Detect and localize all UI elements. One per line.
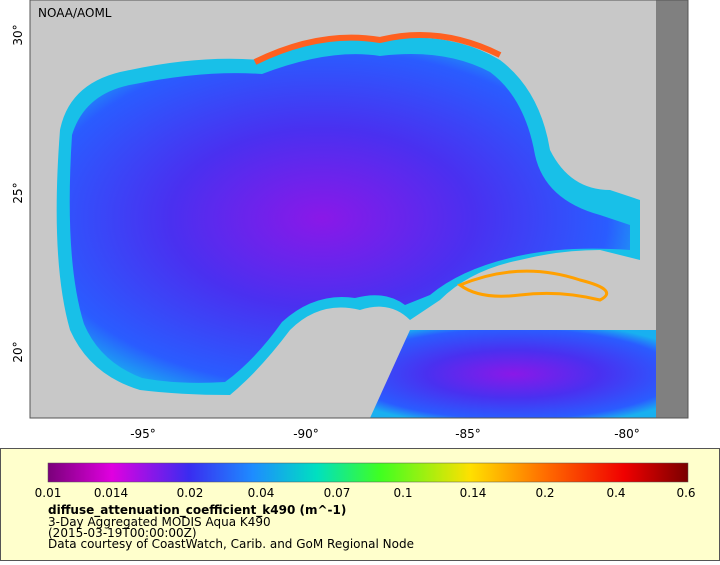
map: NOAA/AOML <box>29 0 689 419</box>
lon-label: -95° <box>130 427 156 441</box>
lat-label: 20° <box>11 341 25 362</box>
colorbar-tick: 0.014 <box>94 486 128 500</box>
lat-label: 25° <box>11 182 25 203</box>
colorbar-tick: 0.01 <box>35 486 62 500</box>
colorbar <box>47 462 689 483</box>
credit: NOAA/AOML <box>38 6 112 20</box>
colorbar-tick: 0.07 <box>324 486 351 500</box>
lon-label: -90° <box>293 427 319 441</box>
date: (2015-03-19T00:00:00Z) <box>48 526 197 540</box>
colorbar-tick: 0.4 <box>606 486 625 500</box>
gulf <box>69 54 630 383</box>
colorbar-tick: 0.1 <box>393 486 412 500</box>
cuba <box>456 269 609 302</box>
product: 3-Day Aggregated MODIS Aqua K490 <box>48 515 271 529</box>
colorbar-tick: 0.04 <box>248 486 275 500</box>
variable-name: diffuse_attenuation_coefficient_k490 (m^… <box>48 503 346 518</box>
caribbean <box>370 330 688 418</box>
colorbar-tick: 0.6 <box>676 486 695 500</box>
colorbar-tick: 0.14 <box>460 486 487 500</box>
nodata-strip <box>656 0 688 418</box>
colorbar-tick: 0.2 <box>535 486 554 500</box>
lon-label: -80° <box>614 427 640 441</box>
legend: 0.01 0.014 0.02 0.04 0.07 0.1 0.14 0.2 0… <box>0 448 720 561</box>
colorbar-tick: 0.02 <box>177 486 204 500</box>
lat-label: 30° <box>11 24 25 45</box>
lon-label: -85° <box>455 427 481 441</box>
map-frame <box>29 0 689 419</box>
north-coast <box>253 32 502 65</box>
source: Data courtesy of CoastWatch, Carib. and … <box>48 537 414 551</box>
